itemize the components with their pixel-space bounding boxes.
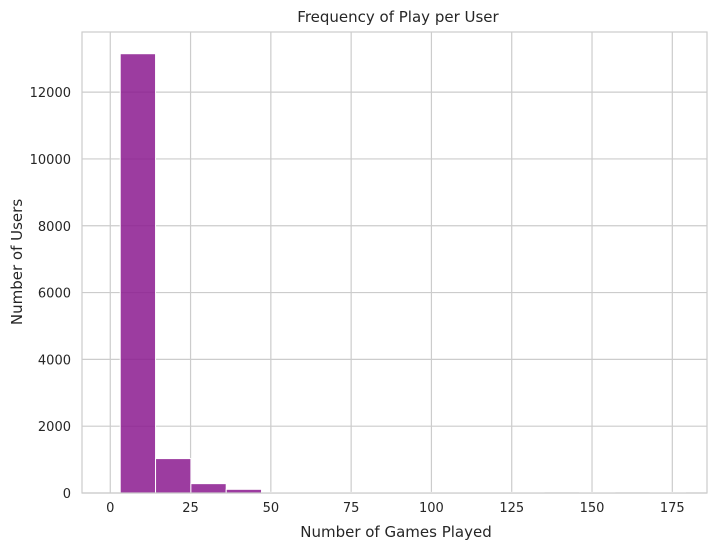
y-tick-label: 10000 (30, 153, 71, 168)
x-tick-label: 50 (263, 501, 280, 516)
chart-title: Frequency of Play per User (297, 8, 499, 26)
x-tick-label: 125 (499, 501, 524, 516)
y-ticks: 0 2000 4000 6000 8000 10000 12000 (30, 86, 71, 502)
y-tick-label: 2000 (38, 420, 71, 435)
histogram-bar (190, 483, 227, 494)
histogram-bar (119, 53, 157, 494)
x-tick-label: 0 (106, 501, 114, 516)
y-tick-label: 0 (63, 487, 71, 502)
x-tick-label: 100 (419, 501, 444, 516)
x-tick-label: 75 (343, 501, 360, 516)
y-tick-label: 4000 (38, 353, 71, 368)
x-tick-label: 175 (660, 501, 685, 516)
x-axis-label: Number of Games Played (300, 523, 492, 541)
grid (82, 32, 707, 494)
y-axis-label: Number of Users (8, 199, 26, 325)
y-tick-label: 12000 (30, 86, 71, 101)
x-tick-label: 25 (182, 501, 199, 516)
histogram-bar (155, 458, 192, 494)
x-ticks: 0 25 50 75 100 125 150 175 (106, 501, 685, 516)
y-tick-label: 8000 (38, 220, 71, 235)
y-tick-label: 6000 (38, 287, 71, 302)
x-tick-label: 150 (580, 501, 605, 516)
bars (119, 53, 686, 494)
plot-frame (81, 31, 708, 494)
